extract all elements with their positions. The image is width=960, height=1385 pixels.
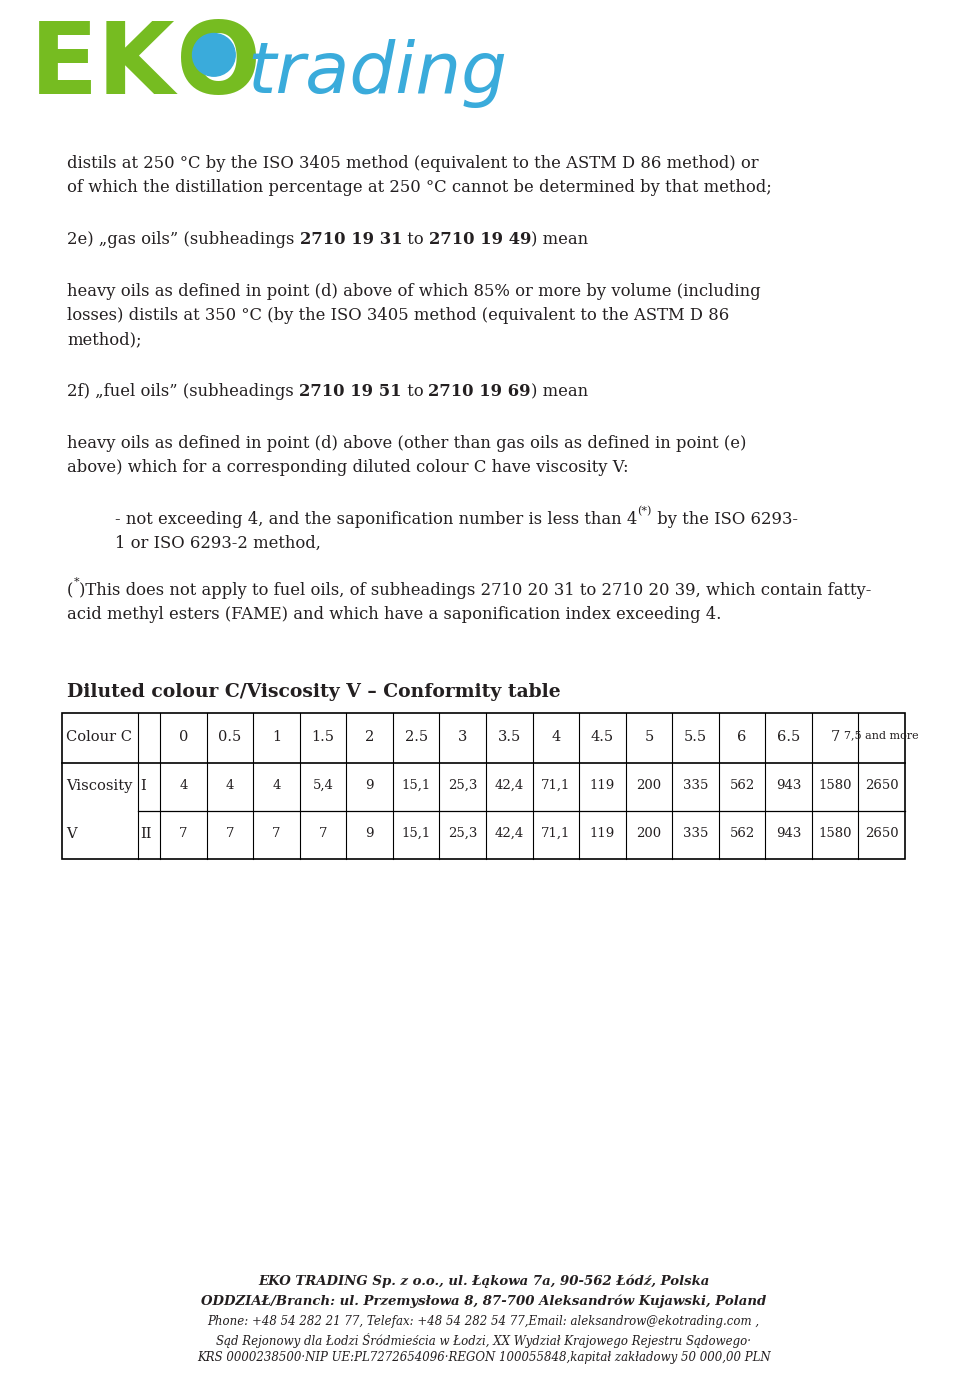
Text: Sąd Rejonowy dla Łodzi Śródmieścia w Łodzi, XX Wydział Krajowego Rejestru Sądowe: Sąd Rejonowy dla Łodzi Śródmieścia w Łod… bbox=[216, 1332, 751, 1348]
Text: 2f) „fuel oils” (subheadings: 2f) „fuel oils” (subheadings bbox=[67, 384, 299, 400]
Text: acid methyl esters (FAME) and which have a saponification index exceeding 4.: acid methyl esters (FAME) and which have… bbox=[67, 607, 721, 623]
Text: 2e) „gas oils” (subheadings: 2e) „gas oils” (subheadings bbox=[67, 231, 300, 248]
Text: Viscosity: Viscosity bbox=[66, 778, 132, 794]
Text: 7: 7 bbox=[830, 730, 840, 744]
Text: 7: 7 bbox=[319, 827, 327, 839]
Text: 1: 1 bbox=[272, 730, 281, 744]
Text: 5: 5 bbox=[644, 730, 654, 744]
Text: to: to bbox=[402, 231, 429, 248]
Text: 42,4: 42,4 bbox=[494, 827, 524, 839]
Text: 0: 0 bbox=[179, 730, 188, 744]
Circle shape bbox=[193, 33, 235, 76]
Text: 2650: 2650 bbox=[865, 778, 899, 792]
Text: 2710 19 51: 2710 19 51 bbox=[299, 384, 401, 400]
Text: 3: 3 bbox=[458, 730, 468, 744]
Text: 4: 4 bbox=[551, 730, 561, 744]
Text: 2710 19 49: 2710 19 49 bbox=[429, 231, 532, 248]
Text: heavy oils as defined in point (d) above (other than gas oils as defined in poin: heavy oils as defined in point (d) above… bbox=[67, 435, 746, 452]
Text: 943: 943 bbox=[776, 827, 802, 839]
Text: by the ISO 6293-: by the ISO 6293- bbox=[652, 511, 798, 528]
Text: 1.5: 1.5 bbox=[311, 730, 334, 744]
Text: 5.5: 5.5 bbox=[684, 730, 707, 744]
Text: 7: 7 bbox=[226, 827, 234, 839]
Text: 7: 7 bbox=[272, 827, 280, 839]
Text: EKO TRADING Sp. z o.o., ul. Łąkowa 7a, 90-562 Łódź, Polska: EKO TRADING Sp. z o.o., ul. Łąkowa 7a, 9… bbox=[258, 1276, 709, 1288]
Text: KRS 0000238500·NIP UE:PL7272654096·REGON 100055848,kapitał zakładowy 50 000,00 P: KRS 0000238500·NIP UE:PL7272654096·REGON… bbox=[197, 1350, 770, 1364]
Text: above) which for a corresponding diluted colour C have viscosity V:: above) which for a corresponding diluted… bbox=[67, 458, 629, 476]
Text: 4: 4 bbox=[273, 778, 280, 792]
Text: 119: 119 bbox=[589, 827, 615, 839]
Text: )This does not apply to fuel oils, of subheadings 2710 20 31 to 2710 20 39, whic: )This does not apply to fuel oils, of su… bbox=[79, 582, 872, 598]
Text: 7: 7 bbox=[179, 827, 187, 839]
Text: 943: 943 bbox=[776, 778, 802, 792]
Text: 0.5: 0.5 bbox=[218, 730, 242, 744]
Text: 5,4: 5,4 bbox=[313, 778, 333, 792]
Text: 9: 9 bbox=[366, 778, 373, 792]
Text: 15,1: 15,1 bbox=[401, 778, 431, 792]
Text: V: V bbox=[66, 827, 77, 841]
Text: 9: 9 bbox=[366, 827, 373, 839]
Text: 71,1: 71,1 bbox=[541, 778, 570, 792]
Text: 119: 119 bbox=[589, 778, 615, 792]
Text: 562: 562 bbox=[730, 778, 755, 792]
Text: ) mean: ) mean bbox=[531, 384, 588, 400]
Text: trading: trading bbox=[248, 39, 508, 108]
Text: Phone: +48 54 282 21 77, Telefax: +48 54 282 54 77,Email: aleksandrow@ekotrading: Phone: +48 54 282 21 77, Telefax: +48 54… bbox=[207, 1314, 759, 1328]
Text: O: O bbox=[176, 18, 260, 115]
Text: 2: 2 bbox=[365, 730, 374, 744]
Text: 71,1: 71,1 bbox=[541, 827, 570, 839]
Text: 2.5: 2.5 bbox=[404, 730, 427, 744]
Text: 25,3: 25,3 bbox=[448, 827, 477, 839]
Text: 3.5: 3.5 bbox=[497, 730, 521, 744]
Text: *: * bbox=[73, 576, 79, 587]
Text: 335: 335 bbox=[683, 778, 708, 792]
Text: 200: 200 bbox=[636, 778, 661, 792]
Text: 1 or ISO 6293-2 method,: 1 or ISO 6293-2 method, bbox=[115, 535, 321, 553]
Text: Colour C: Colour C bbox=[66, 730, 132, 744]
Text: ) mean: ) mean bbox=[532, 231, 588, 248]
Text: 7,5 and more: 7,5 and more bbox=[845, 730, 919, 740]
Text: (*): (*) bbox=[637, 506, 652, 517]
Text: distils at 250 °C by the ISO 3405 method (equivalent to the ASTM D 86 method) or: distils at 250 °C by the ISO 3405 method… bbox=[67, 155, 758, 172]
Text: 1580: 1580 bbox=[819, 778, 852, 792]
Text: method);: method); bbox=[67, 331, 141, 348]
Text: 15,1: 15,1 bbox=[401, 827, 431, 839]
Text: 25,3: 25,3 bbox=[448, 778, 477, 792]
Text: 200: 200 bbox=[636, 827, 661, 839]
Text: 2650: 2650 bbox=[865, 827, 899, 839]
Bar bbox=[62, 713, 905, 859]
Text: 6: 6 bbox=[737, 730, 747, 744]
Text: 4: 4 bbox=[226, 778, 234, 792]
Text: 2710 19 31: 2710 19 31 bbox=[300, 231, 402, 248]
Text: 335: 335 bbox=[683, 827, 708, 839]
Text: 2710 19 69: 2710 19 69 bbox=[428, 384, 531, 400]
Text: of which the distillation percentage at 250 °C cannot be determined by that meth: of which the distillation percentage at … bbox=[67, 179, 772, 197]
Text: 1580: 1580 bbox=[819, 827, 852, 839]
Text: heavy oils as defined in point (d) above of which 85% or more by volume (includi: heavy oils as defined in point (d) above… bbox=[67, 283, 760, 301]
Text: I: I bbox=[140, 778, 146, 794]
Text: 562: 562 bbox=[730, 827, 755, 839]
Text: 42,4: 42,4 bbox=[494, 778, 524, 792]
Text: 4: 4 bbox=[180, 778, 187, 792]
Text: - not exceeding 4, and the saponification number is less than 4: - not exceeding 4, and the saponificatio… bbox=[115, 511, 637, 528]
Text: to: to bbox=[401, 384, 428, 400]
Text: (: ( bbox=[67, 582, 73, 598]
Text: ODDZIAŁ/Branch: ul. Przemysłowa 8, 87-700 Aleksandrów Kujawski, Poland: ODDZIAŁ/Branch: ul. Przemysłowa 8, 87-70… bbox=[201, 1295, 766, 1309]
Text: 4.5: 4.5 bbox=[590, 730, 613, 744]
Text: Diluted colour C/Viscosity V – Conformity table: Diluted colour C/Viscosity V – Conformit… bbox=[67, 683, 561, 701]
Text: EK: EK bbox=[30, 18, 176, 115]
Text: losses) distils at 350 °C (by the ISO 3405 method (equivalent to the ASTM D 86: losses) distils at 350 °C (by the ISO 34… bbox=[67, 307, 730, 324]
Text: 6.5: 6.5 bbox=[777, 730, 801, 744]
Text: II: II bbox=[140, 827, 152, 841]
